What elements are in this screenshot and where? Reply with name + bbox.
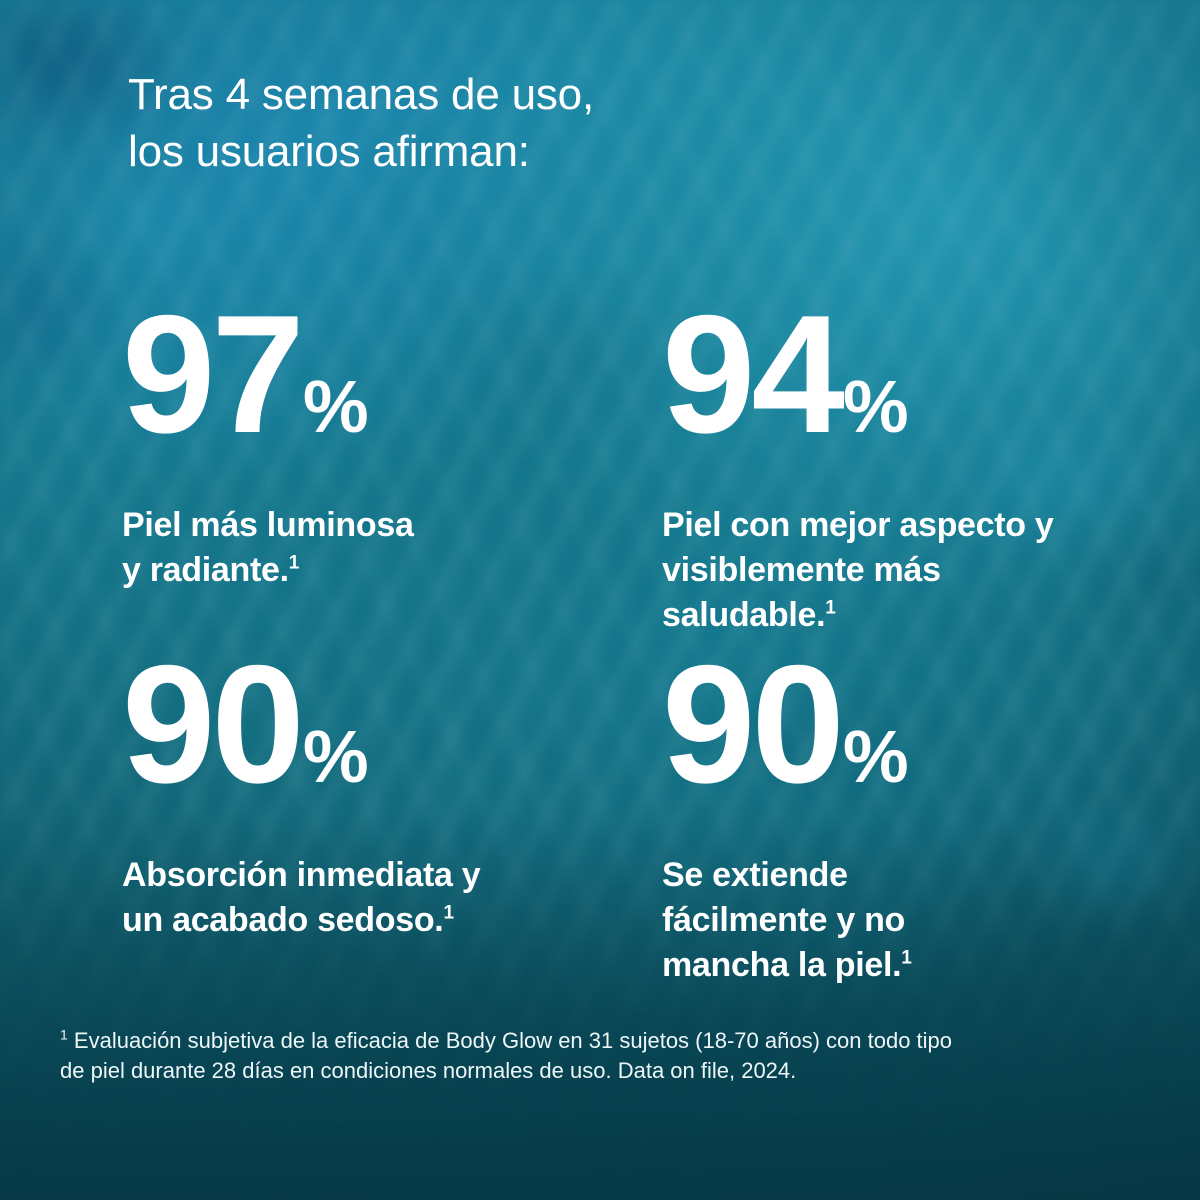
percent-symbol: % <box>842 365 909 448</box>
stat-value: 90 <box>662 630 845 818</box>
stat-block-spreadability: 90% Se extiende fácilmente y no mancha l… <box>662 640 1132 988</box>
stat-block-absorption: 90% Absorción inmediata y un acabado sed… <box>122 640 592 943</box>
stat-caption-text: Piel más luminosa y radiante. <box>122 506 414 589</box>
stat-caption: Se extiende fácilmente y no mancha la pi… <box>662 853 1132 988</box>
stat-caption: Piel más luminosa y radiante.1 <box>122 503 592 593</box>
stat-caption-text: Absorción inmediata y un acabado sedoso. <box>122 856 481 939</box>
stat-value: 94 <box>662 280 845 468</box>
stat-value: 97 <box>122 280 305 468</box>
page-headline: Tras 4 semanas de uso, los usuarios afir… <box>128 70 594 176</box>
footnote-marker: 1 <box>825 597 836 619</box>
footnote-text: Evaluación subjetiva de la eficacia de B… <box>60 1028 953 1083</box>
stat-value: 90 <box>122 630 305 818</box>
stat-caption-text: Se extiende fácilmente y no mancha la pi… <box>662 856 906 984</box>
stat-number: 90% <box>122 640 592 821</box>
stat-number: 90% <box>662 640 1132 821</box>
stat-block-skin-appearance: 94% Piel con mejor aspecto y visiblement… <box>662 290 1132 638</box>
percent-symbol: % <box>302 365 369 448</box>
stats-row-1: 97% Piel más luminosa y radiante.1 94% P… <box>0 290 1200 660</box>
stat-caption: Piel con mejor aspecto y visiblemente má… <box>662 503 1132 638</box>
footnote-marker: 1 <box>901 947 912 969</box>
footnote: 1 Evaluación subjetiva de la eficacia de… <box>60 1026 1170 1086</box>
stats-grid: 97% Piel más luminosa y radiante.1 94% P… <box>0 290 1200 984</box>
stat-number: 97% <box>122 290 592 471</box>
stats-row-2: 90% Absorción inmediata y un acabado sed… <box>0 640 1200 984</box>
footnote-marker: 1 <box>443 902 454 924</box>
stat-caption-text: Piel con mejor aspecto y visiblemente má… <box>662 506 1054 634</box>
stat-block-skin-luminous: 97% Piel más luminosa y radiante.1 <box>122 290 592 593</box>
footnote-marker: 1 <box>60 1026 68 1043</box>
percent-symbol: % <box>302 715 369 798</box>
footnote-marker: 1 <box>288 552 300 574</box>
stat-number: 94% <box>662 290 1132 471</box>
stat-caption: Absorción inmediata y un acabado sedoso.… <box>122 853 592 943</box>
percent-symbol: % <box>842 715 909 798</box>
